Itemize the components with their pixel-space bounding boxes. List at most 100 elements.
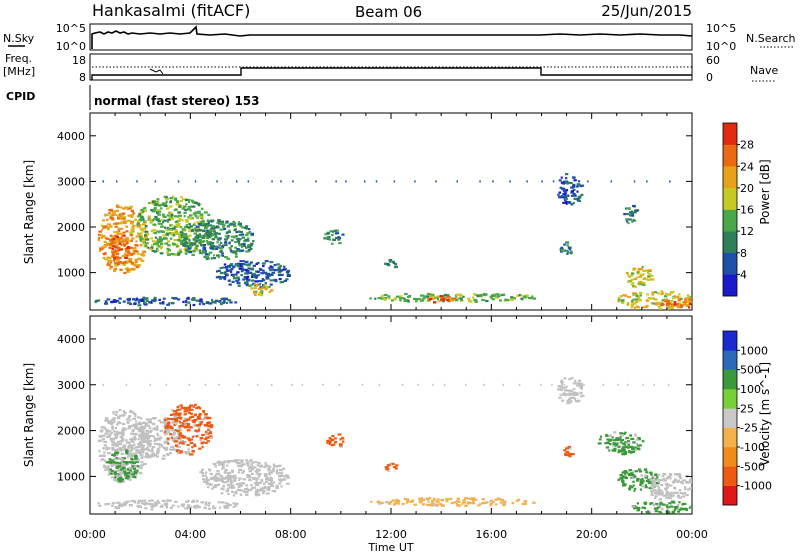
range-gate-cell <box>626 303 630 306</box>
range-gate-cell <box>162 301 165 304</box>
range-gate-cell <box>500 498 504 501</box>
range-gate-cell <box>154 180 157 183</box>
range-gate-cell <box>106 228 110 231</box>
range-gate-cell <box>202 234 206 237</box>
range-gate-cell <box>443 383 446 386</box>
sparse-echo-row <box>102 383 670 386</box>
range-gate-cell <box>228 486 233 489</box>
range-gate-cell <box>131 298 136 301</box>
range-gate-cell <box>98 230 103 233</box>
range-gate-cell <box>219 222 224 225</box>
range-gate-cell <box>636 479 639 482</box>
range-gate-cell <box>136 465 139 468</box>
range-gate-cell <box>565 447 569 450</box>
range-gate-cell <box>567 251 570 254</box>
range-gate-cell <box>137 304 142 307</box>
range-gate-cell <box>161 499 165 502</box>
range-gate-cell <box>207 428 211 431</box>
range-gate-cell <box>337 236 340 239</box>
range-gate-cell <box>220 302 224 305</box>
range-gate-cell <box>245 246 248 249</box>
range-gate-cell <box>197 406 201 409</box>
range-gate-cell <box>173 239 178 242</box>
range-gate-cell <box>168 216 171 219</box>
range-gate-cell <box>268 267 271 270</box>
range-gate-cell <box>106 226 110 229</box>
range-gate-cell <box>208 507 211 510</box>
range-gate-cell <box>186 409 191 412</box>
range-gate-cell <box>121 453 124 456</box>
range-gate-cell <box>398 297 402 300</box>
range-gate-cell <box>222 276 225 279</box>
range-gate-cell <box>169 224 172 227</box>
range-gate-cell <box>667 492 672 495</box>
range-gate-cell <box>192 421 196 424</box>
range-gate-cell <box>315 180 317 183</box>
range-gate-cell <box>109 472 113 475</box>
range-gate-cell <box>157 222 161 225</box>
range-gate-cell <box>125 462 129 465</box>
range-gate-cell <box>129 410 133 413</box>
range-gate-cell <box>617 449 621 452</box>
range-gate-cell <box>634 433 637 436</box>
range-gate-cell <box>644 484 648 487</box>
range-gate-cell <box>639 444 642 447</box>
range-gate-cell <box>617 298 621 301</box>
range-gate-cell <box>117 478 121 481</box>
range-gate-cell <box>655 492 658 495</box>
range-gate-cell <box>144 502 148 505</box>
range-gate-cell <box>227 279 231 282</box>
range-gate-cell <box>278 464 282 467</box>
range-gate-cell <box>631 212 634 215</box>
range-gate-cell <box>227 460 231 463</box>
range-gate-cell <box>235 276 240 279</box>
range-gate-cell <box>122 460 126 463</box>
range-gate-cell <box>527 296 531 300</box>
scatter-region <box>384 462 399 473</box>
range-gate-cell <box>151 249 155 252</box>
range-gate-cell <box>198 241 202 244</box>
range-gate-cell <box>254 293 257 297</box>
range-gate-cell <box>110 225 113 228</box>
range-gate-cell <box>633 285 637 288</box>
range-gate-cell <box>149 418 152 421</box>
range-gate-cell <box>481 298 485 302</box>
range-gate-cell <box>565 189 569 192</box>
range-gate-cell <box>173 431 177 435</box>
range-gate-cell <box>229 301 233 304</box>
range-gate-cell <box>679 297 683 301</box>
range-gate-cell <box>464 496 468 500</box>
range-gate-cell <box>651 297 655 300</box>
range-gate-cell <box>176 451 181 455</box>
range-gate-cell <box>417 297 421 301</box>
range-gate-cell <box>648 471 653 474</box>
range-gate-cell <box>394 262 397 265</box>
range-gate-cell <box>110 462 114 465</box>
range-gate-cell <box>183 236 186 239</box>
range-gate-cell <box>391 299 394 302</box>
range-gate-cell <box>153 501 158 504</box>
range-gate-cell <box>125 500 130 503</box>
range-gate-cell <box>164 448 168 451</box>
range-gate-cell <box>263 485 267 488</box>
range-gate-cell <box>200 299 203 302</box>
range-gate-cell <box>163 219 167 222</box>
range-gate-cell <box>166 439 169 442</box>
range-gate-cell <box>102 454 106 457</box>
range-gate-cell <box>167 249 171 252</box>
range-gate-cell <box>200 243 203 247</box>
range-gate-cell <box>433 301 437 304</box>
range-gate-cell <box>107 447 111 450</box>
range-gate-cell <box>491 298 495 301</box>
range-gate-cell <box>125 477 129 480</box>
range-gate-cell <box>189 225 194 228</box>
range-gate-cell <box>258 472 262 476</box>
range-gate-cell <box>659 503 662 506</box>
range-gate-cell <box>188 506 193 509</box>
range-gate-cell <box>575 400 579 403</box>
range-gate-cell <box>227 230 231 234</box>
range-gate-cell <box>619 441 623 444</box>
range-gate-cell <box>566 401 569 404</box>
range-gate-cell <box>229 263 234 266</box>
range-gate-cell <box>337 433 342 436</box>
